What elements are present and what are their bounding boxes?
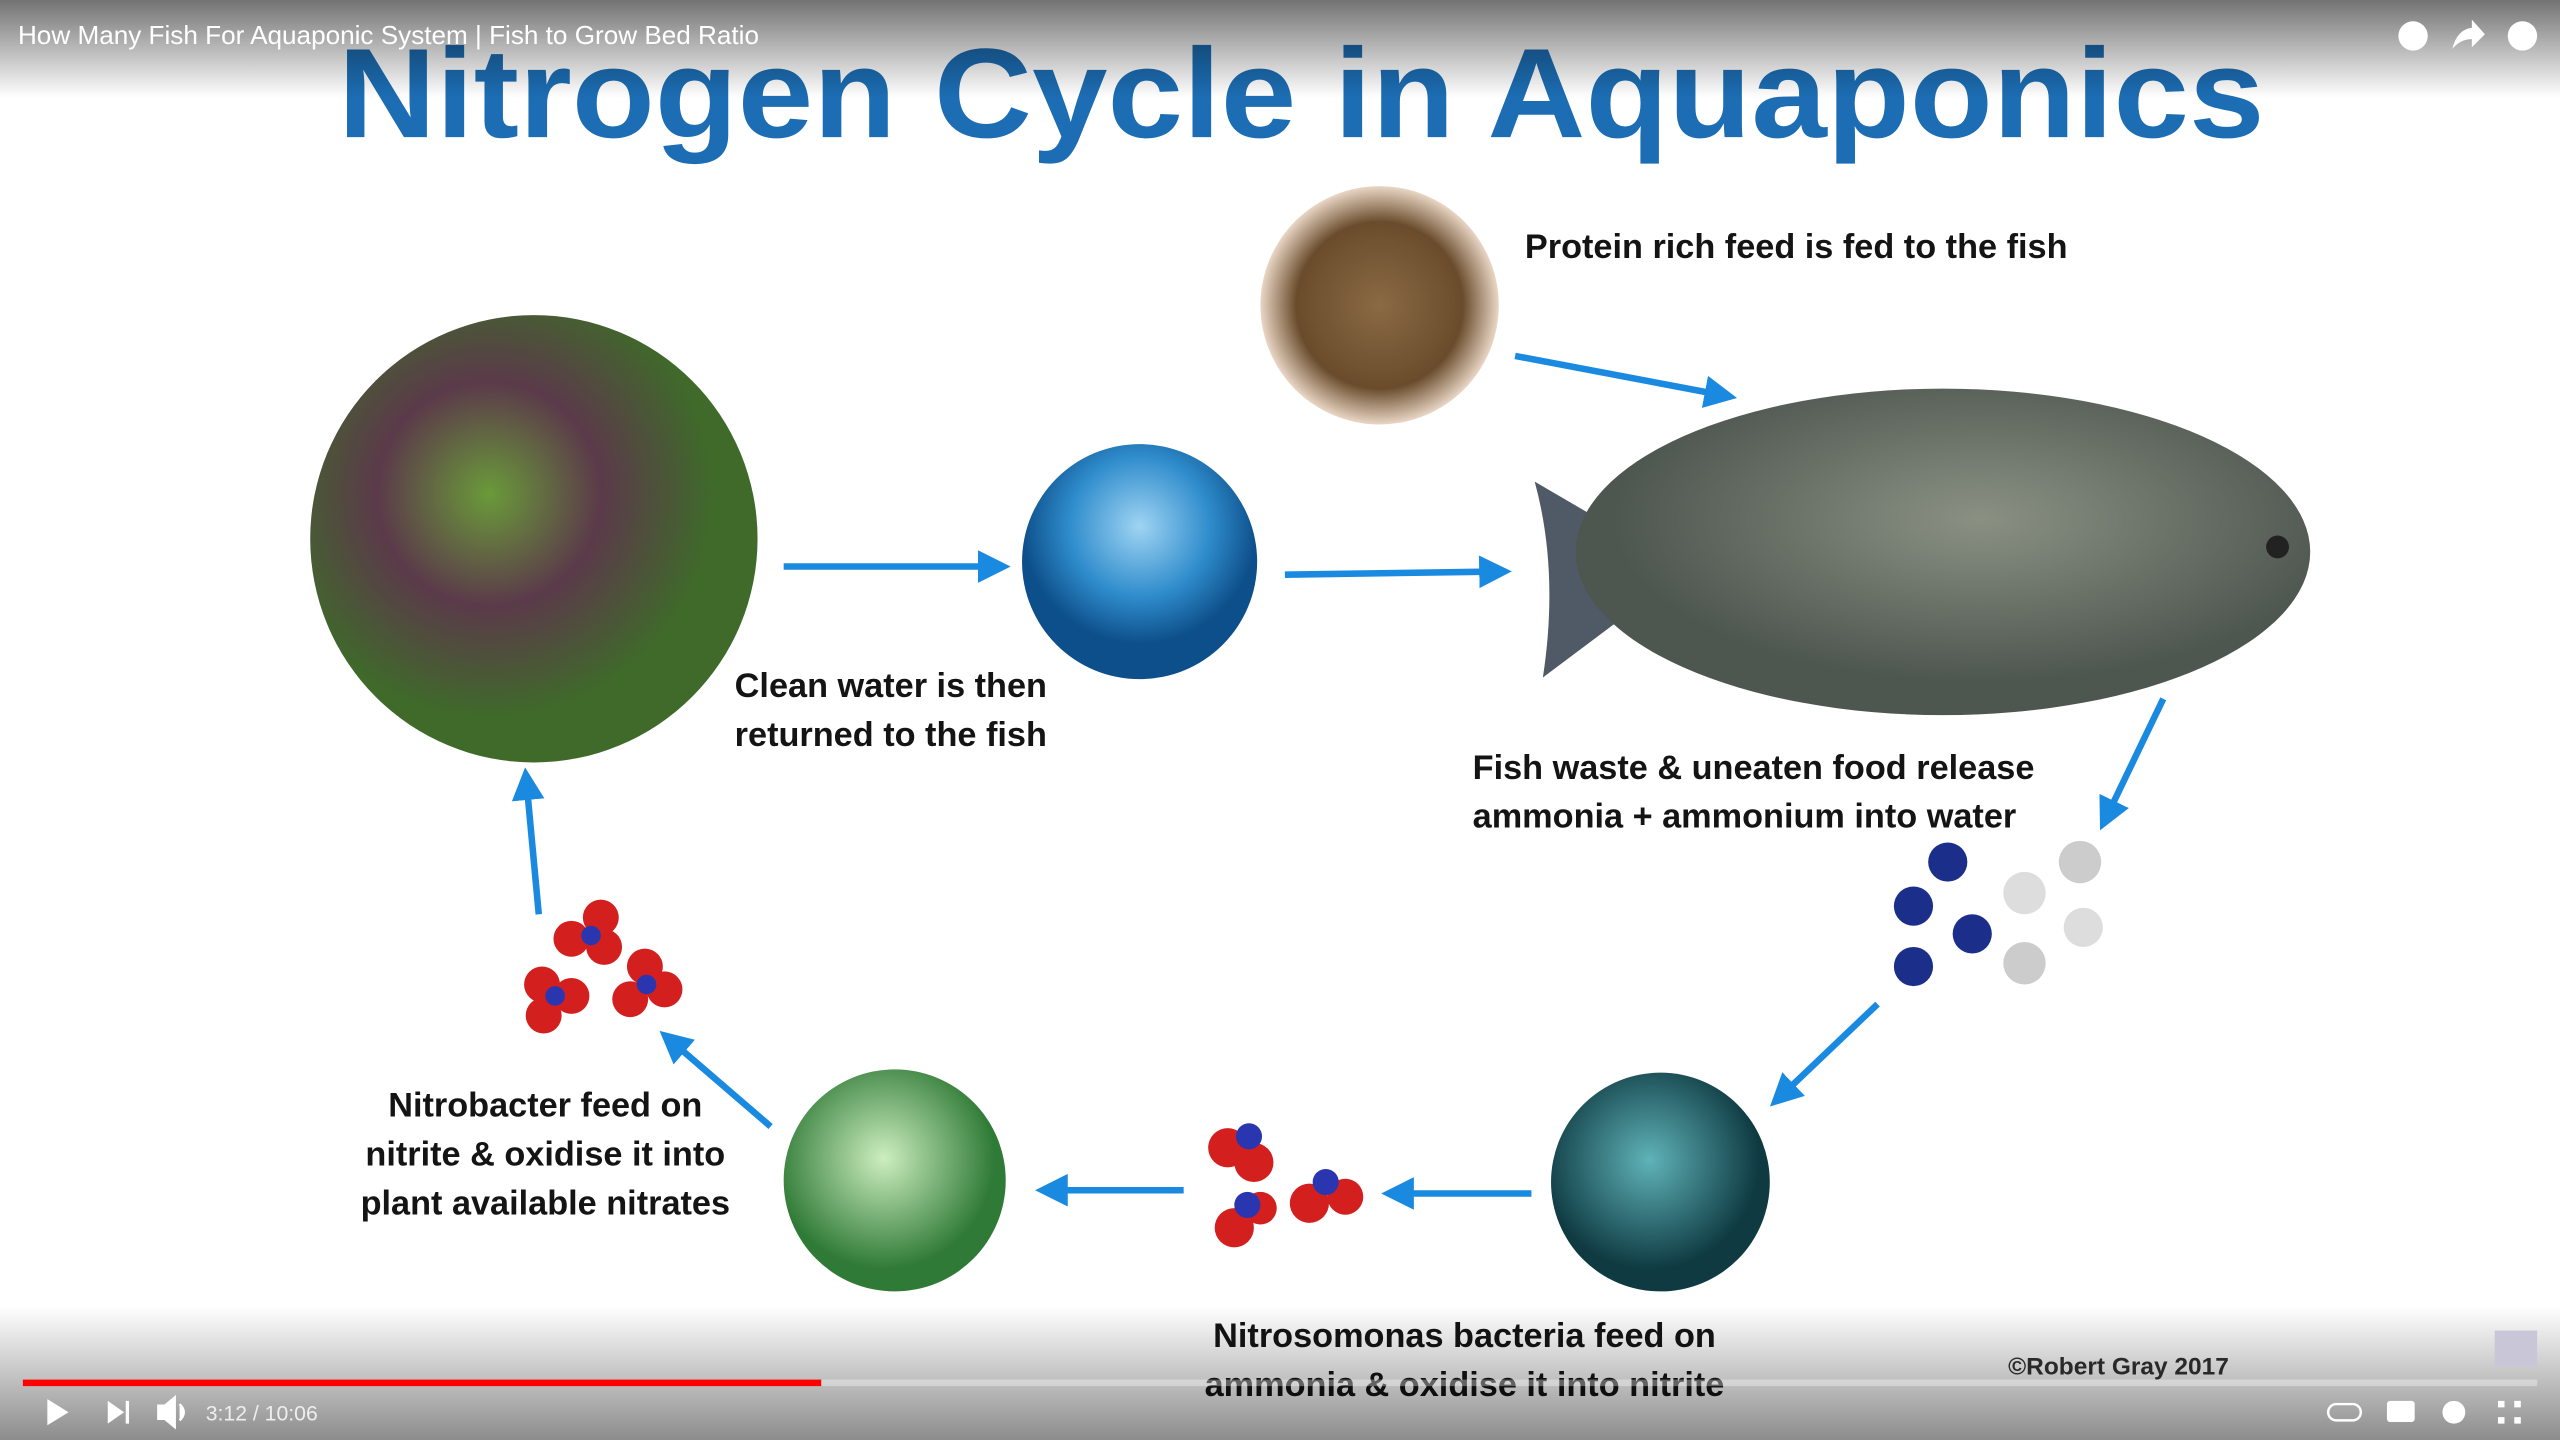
shape bbox=[1234, 1191, 1261, 1218]
shape bbox=[2063, 907, 2103, 947]
arrow bbox=[1284, 555, 1512, 589]
feed-caption: Protein rich feed is fed to the fish bbox=[1525, 228, 2068, 266]
feed-image bbox=[1260, 186, 1499, 425]
play-button[interactable] bbox=[47, 1399, 69, 1426]
shape bbox=[1214, 1208, 1254, 1248]
fish-eye bbox=[2266, 535, 2289, 559]
nitrobacter-image bbox=[783, 1069, 1006, 1292]
shape bbox=[1234, 1142, 1274, 1183]
fullscreen-button[interactable] bbox=[2497, 1400, 2521, 1424]
nitrate-molecules bbox=[524, 899, 683, 1034]
shape bbox=[626, 948, 663, 985]
arrow bbox=[1769, 1001, 1880, 1107]
fish-image bbox=[1534, 388, 2311, 716]
shape bbox=[1928, 842, 1968, 882]
settings-button[interactable] bbox=[2442, 1400, 2466, 1424]
fish-body bbox=[1575, 388, 2311, 716]
shape bbox=[1952, 914, 1992, 954]
autoplay-toggle[interactable] bbox=[2326, 1402, 2363, 1422]
shape bbox=[525, 997, 562, 1034]
nitrosomonas-image bbox=[1551, 1072, 1770, 1292]
shape bbox=[1312, 1168, 1339, 1196]
shape bbox=[545, 986, 565, 1006]
top-icons bbox=[2398, 19, 2538, 51]
shape bbox=[581, 925, 601, 946]
shape bbox=[2058, 840, 2102, 884]
shape bbox=[553, 977, 590, 1014]
control-icons bbox=[47, 1394, 2521, 1430]
watch-later-icon[interactable] bbox=[2398, 21, 2428, 51]
shape bbox=[1893, 946, 1934, 987]
clean-water-caption: returned to the fish bbox=[735, 716, 1047, 754]
share-icon[interactable] bbox=[2452, 19, 2485, 49]
fish-waste-caption: Fish waste & uneaten food release bbox=[1473, 749, 2035, 787]
ammonia-molecules bbox=[1893, 840, 2103, 987]
video-title[interactable]: How Many Fish For Aquaponic System | Fis… bbox=[18, 20, 759, 50]
fish-waste-caption: ammonia + ammonium into water bbox=[1473, 798, 2017, 836]
shape bbox=[1893, 886, 1934, 926]
progress-track[interactable] bbox=[22, 1379, 2538, 1387]
nitrobacter-caption: nitrite & oxidise it into bbox=[365, 1136, 725, 1174]
arrow bbox=[2099, 697, 2167, 831]
arrow bbox=[659, 1030, 773, 1130]
nitrobacter-caption: Nitrobacter feed on bbox=[388, 1087, 702, 1125]
shape bbox=[553, 920, 590, 957]
time-display: 3:12 / 10:06 bbox=[206, 1402, 318, 1425]
channel-watermark[interactable] bbox=[2494, 1330, 2538, 1367]
progress-played bbox=[22, 1379, 822, 1387]
info-icon[interactable] bbox=[2507, 21, 2538, 51]
top-overlay bbox=[0, 0, 2560, 98]
plants-image bbox=[310, 315, 758, 763]
volume-button[interactable] bbox=[157, 1394, 185, 1430]
arrow bbox=[1514, 352, 1738, 408]
arrow bbox=[511, 767, 545, 915]
shape bbox=[1289, 1183, 1329, 1223]
water-image bbox=[1022, 444, 1258, 680]
nitrobacter-caption: plant available nitrates bbox=[361, 1185, 730, 1223]
clean-water-caption: Clean water is then bbox=[735, 667, 1047, 705]
next-button[interactable] bbox=[107, 1400, 129, 1424]
shape bbox=[636, 974, 657, 995]
nitrite-molecules bbox=[1208, 1123, 1364, 1248]
shape bbox=[1235, 1123, 1263, 1150]
captions-button[interactable] bbox=[2386, 1400, 2415, 1423]
bottom-overlay bbox=[0, 1306, 2560, 1440]
shape bbox=[2003, 871, 2046, 915]
shape bbox=[2003, 942, 2046, 985]
